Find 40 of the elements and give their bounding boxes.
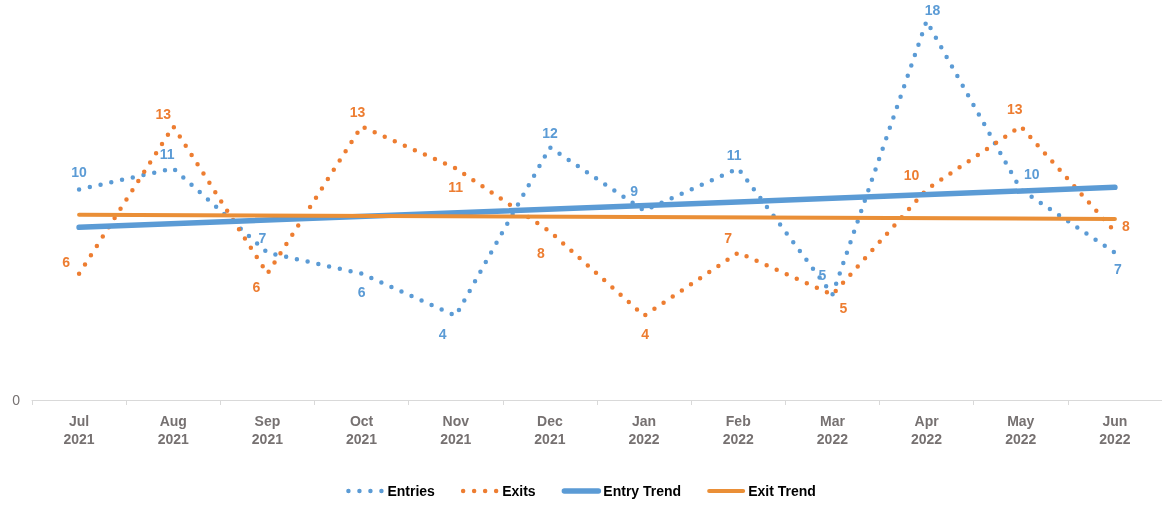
data-label: 7 xyxy=(1114,260,1123,277)
data-label: 10 xyxy=(71,164,88,181)
data-label: 7 xyxy=(258,229,267,246)
legend-label: Exits xyxy=(502,483,536,499)
data-label: 9 xyxy=(630,182,639,199)
data-label: 8 xyxy=(537,244,546,261)
legend-label: Entries xyxy=(387,483,436,499)
x-tick-label: Nov 2021 xyxy=(440,413,472,447)
data-label: 4 xyxy=(641,325,650,342)
data-label: 10 xyxy=(1023,166,1040,183)
data-label: 13 xyxy=(155,106,172,123)
x-tick-label: Jan 2022 xyxy=(628,413,660,447)
x-tick-label: Mar 2022 xyxy=(816,413,849,447)
data-label: 18 xyxy=(924,2,941,19)
data-label: 11 xyxy=(448,179,464,196)
x-tick-label: Jul 2021 xyxy=(63,413,95,447)
x-tick-label: Feb 2022 xyxy=(722,413,755,447)
x-tick-label: Apr 2022 xyxy=(911,413,943,447)
data-label: 5 xyxy=(839,299,848,316)
data-label: 4 xyxy=(438,325,447,342)
data-label: 6 xyxy=(357,283,366,300)
x-tick-label: Oct 2021 xyxy=(346,413,378,447)
annotation: 0 xyxy=(12,392,21,408)
x-tick-label: May 2022 xyxy=(1005,413,1037,447)
data-label: 13 xyxy=(349,104,366,121)
data-label: 11 xyxy=(159,146,175,163)
x-tick-label: Jun 2022 xyxy=(1099,413,1131,447)
x-tick-label: Dec 2021 xyxy=(534,413,566,447)
data-label: 11 xyxy=(726,147,742,164)
data-label: 6 xyxy=(252,278,261,295)
x-tick-label: Aug 2021 xyxy=(157,413,190,447)
data-label: 13 xyxy=(1006,101,1023,118)
data-label: 7 xyxy=(724,229,733,246)
data-label: 8 xyxy=(1122,217,1131,234)
legend-label: Exit Trend xyxy=(748,483,816,499)
data-label: 10 xyxy=(903,167,920,184)
x-tick-label: Sep 2021 xyxy=(251,413,284,447)
data-label: 6 xyxy=(62,253,71,270)
legend-label: Entry Trend xyxy=(603,483,682,499)
data-label: 12 xyxy=(542,125,558,142)
